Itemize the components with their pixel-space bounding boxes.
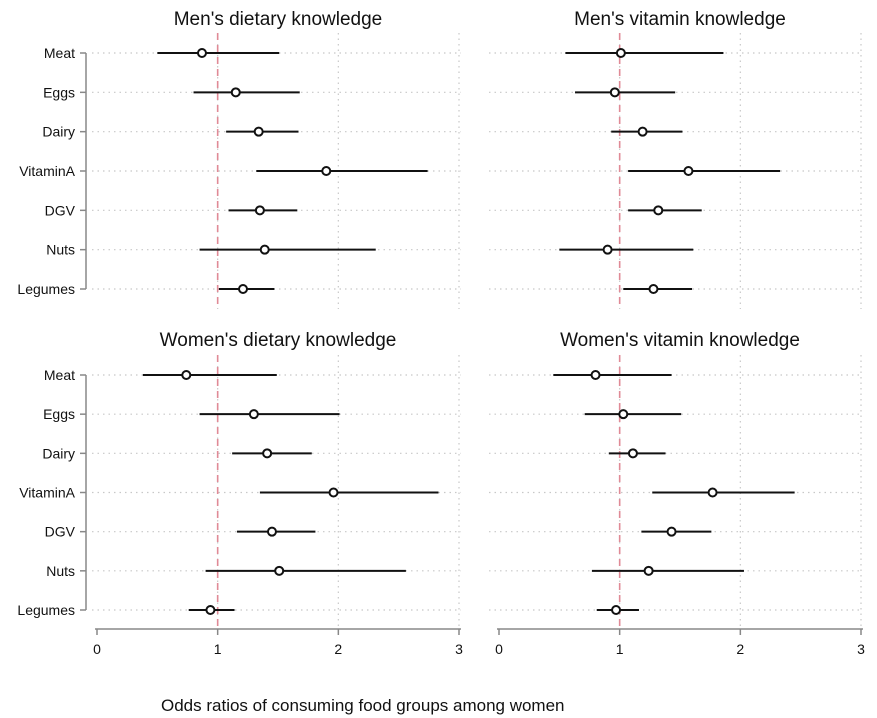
category-label: VitaminA xyxy=(19,163,75,179)
point-estimate xyxy=(637,126,648,137)
category-label: Nuts xyxy=(46,242,75,258)
point-estimate xyxy=(254,205,265,216)
category-label: Nuts xyxy=(46,563,75,579)
panel-title: Women's dietary knowledge xyxy=(160,330,397,351)
x-tick-label: 0 xyxy=(93,641,101,657)
point-estimate xyxy=(611,605,622,615)
category-label: Meat xyxy=(44,45,75,61)
category-label: Meat xyxy=(44,367,75,383)
x-tick-label: 1 xyxy=(214,641,222,657)
point-estimate xyxy=(321,166,332,176)
x-tick-label: 3 xyxy=(455,641,463,657)
panel-title: Women's vitamin knowledge xyxy=(560,330,800,351)
point-estimate xyxy=(707,487,718,498)
point-estimate xyxy=(615,48,626,58)
point-estimate xyxy=(627,448,638,459)
point-estimate xyxy=(653,205,664,216)
category-label: Legumes xyxy=(17,281,75,297)
category-label: DGV xyxy=(45,202,76,218)
figure-caption: Odds ratios of consuming food groups amo… xyxy=(161,696,565,715)
forest-plot-figure: Men's dietary knowledge Meat Eggs Dairy Vita… xyxy=(17,9,865,657)
point-estimate xyxy=(274,565,285,576)
point-estimate xyxy=(248,409,259,420)
forest-panel: 0 1 2 3 Women's dietary knowledge Meat Eggs Dai… xyxy=(17,330,463,657)
point-estimate xyxy=(262,448,273,459)
point-estimate xyxy=(643,565,654,576)
point-estimate xyxy=(590,370,601,380)
point-estimate xyxy=(259,244,270,255)
panel-title: Men's vitamin knowledge xyxy=(574,9,786,30)
point-estimate xyxy=(230,87,241,98)
x-tick-label: 1 xyxy=(616,641,624,657)
forest-panel: Men's dietary knowledge Meat Eggs Dairy Vita… xyxy=(17,9,461,309)
x-tick-label: 2 xyxy=(736,641,744,657)
forest-panel: Men's vitamin knowledge xyxy=(489,9,863,309)
point-estimate xyxy=(328,487,339,498)
category-label: Eggs xyxy=(43,406,75,422)
point-estimate xyxy=(196,48,207,58)
category-label: DGV xyxy=(45,524,76,540)
point-estimate xyxy=(238,284,249,294)
point-estimate xyxy=(266,526,277,537)
point-estimate xyxy=(618,409,629,420)
panel-title: Men's dietary knowledge xyxy=(174,9,383,30)
point-estimate xyxy=(648,284,659,294)
point-estimate xyxy=(683,166,694,176)
category-label: Dairy xyxy=(42,124,75,140)
point-estimate xyxy=(205,605,216,615)
category-label: Dairy xyxy=(42,445,75,461)
point-estimate xyxy=(609,87,620,98)
x-tick-label: 3 xyxy=(857,641,865,657)
point-estimate xyxy=(666,526,677,537)
category-label: Legumes xyxy=(17,602,75,618)
x-tick-label: 2 xyxy=(334,641,342,657)
category-label: VitaminA xyxy=(19,485,75,501)
point-estimate xyxy=(181,370,192,380)
category-label: Eggs xyxy=(43,84,75,100)
forest-panel: 0 1 2 3 Women's vitamin knowledge xyxy=(489,330,865,657)
point-estimate xyxy=(253,126,264,137)
x-tick-label: 0 xyxy=(495,641,503,657)
point-estimate xyxy=(602,244,613,255)
